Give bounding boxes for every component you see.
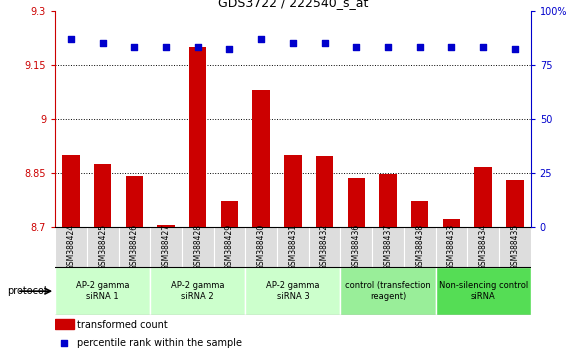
Text: GSM388435: GSM388435 xyxy=(510,224,519,270)
Point xyxy=(66,36,75,41)
Point xyxy=(447,45,456,50)
Bar xyxy=(55,227,87,267)
Bar xyxy=(126,176,143,227)
Title: GDS3722 / 222540_s_at: GDS3722 / 222540_s_at xyxy=(218,0,368,10)
Bar xyxy=(94,164,111,227)
Text: protocol: protocol xyxy=(7,286,46,296)
Bar xyxy=(157,225,175,227)
Point xyxy=(510,47,520,52)
Point xyxy=(193,45,202,50)
Point xyxy=(383,45,393,50)
Bar xyxy=(245,267,340,315)
Text: GSM388437: GSM388437 xyxy=(383,224,393,270)
Bar xyxy=(284,155,302,227)
Bar xyxy=(55,319,74,329)
Bar xyxy=(277,227,309,267)
Text: GSM388429: GSM388429 xyxy=(225,224,234,270)
Bar xyxy=(436,227,467,267)
Bar xyxy=(499,227,531,267)
Bar xyxy=(436,267,531,315)
Point xyxy=(351,45,361,50)
Bar xyxy=(340,227,372,267)
Point xyxy=(130,45,139,50)
Bar xyxy=(55,267,150,315)
Bar xyxy=(474,167,492,227)
Bar xyxy=(372,227,404,267)
Text: GSM388426: GSM388426 xyxy=(130,224,139,270)
Point xyxy=(98,40,107,46)
Text: control (transfection
reagent): control (transfection reagent) xyxy=(345,281,431,301)
Bar xyxy=(221,201,238,227)
Bar xyxy=(62,155,79,227)
Text: GSM388428: GSM388428 xyxy=(193,224,202,270)
Bar xyxy=(411,201,429,227)
Text: GSM388433: GSM388433 xyxy=(447,224,456,270)
Bar xyxy=(118,227,150,267)
Text: AP-2 gamma
siRNA 2: AP-2 gamma siRNA 2 xyxy=(171,281,224,301)
Point xyxy=(161,45,171,50)
Text: AP-2 gamma
siRNA 3: AP-2 gamma siRNA 3 xyxy=(266,281,320,301)
Point xyxy=(59,340,68,346)
Text: GSM388434: GSM388434 xyxy=(478,224,488,270)
Text: AP-2 gamma
siRNA 1: AP-2 gamma siRNA 1 xyxy=(76,281,129,301)
Bar xyxy=(347,178,365,227)
Point xyxy=(225,47,234,52)
Text: percentile rank within the sample: percentile rank within the sample xyxy=(77,338,241,348)
Text: GSM388427: GSM388427 xyxy=(162,224,171,270)
Point xyxy=(288,40,298,46)
Point xyxy=(320,40,329,46)
Text: GSM388438: GSM388438 xyxy=(415,224,424,270)
Text: Non-silencing control
siRNA: Non-silencing control siRNA xyxy=(438,281,528,301)
Bar xyxy=(316,156,334,227)
Bar xyxy=(252,90,270,227)
Bar xyxy=(245,227,277,267)
Text: GSM388424: GSM388424 xyxy=(67,224,75,270)
Point xyxy=(256,36,266,41)
Bar xyxy=(404,227,436,267)
Text: GSM388432: GSM388432 xyxy=(320,224,329,270)
Text: GSM388425: GSM388425 xyxy=(98,224,107,270)
Bar xyxy=(87,227,118,267)
Bar xyxy=(443,219,460,227)
Point xyxy=(415,45,425,50)
Bar xyxy=(506,180,524,227)
Text: GSM388436: GSM388436 xyxy=(352,224,361,270)
Text: GSM388431: GSM388431 xyxy=(288,224,298,270)
Bar xyxy=(189,47,206,227)
Bar xyxy=(182,227,213,267)
Bar xyxy=(379,175,397,227)
Bar xyxy=(467,227,499,267)
Text: GSM388430: GSM388430 xyxy=(257,224,266,270)
Text: transformed count: transformed count xyxy=(77,320,167,330)
Bar xyxy=(150,227,182,267)
Bar xyxy=(150,267,245,315)
Bar xyxy=(340,267,436,315)
Point xyxy=(478,45,488,50)
Bar xyxy=(309,227,340,267)
Bar xyxy=(213,227,245,267)
